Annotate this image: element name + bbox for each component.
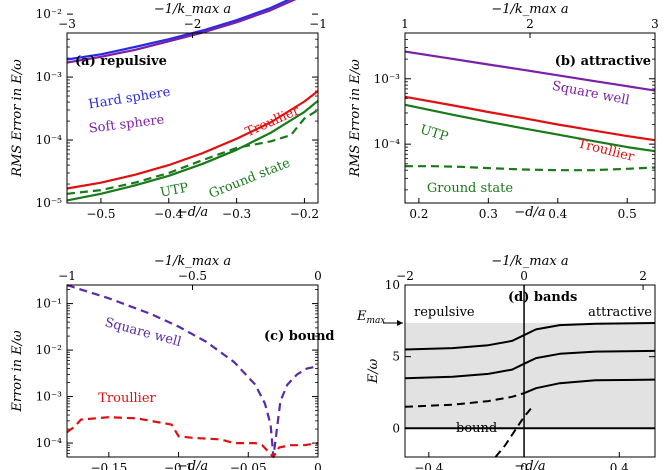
label-attractive: attractive: [588, 305, 652, 320]
x-tick-label: −0.05: [230, 461, 267, 470]
y-tick-label: 10⁻²: [36, 7, 63, 21]
top-tick-label: −2: [184, 17, 202, 31]
y-tick-label: 10⁻¹: [36, 297, 62, 311]
x-tick-label: −0.2: [290, 207, 319, 221]
x-axis-label: −d/a: [177, 205, 208, 220]
y-tick-label: 10⁻⁴: [36, 436, 63, 450]
emax-arrowhead: [397, 319, 403, 326]
emax-subscript: max: [367, 316, 386, 326]
series-line-hard-sphere: [66, 0, 291, 61]
top-tick-label: −2: [396, 269, 414, 283]
x-axis-label: −d/a: [177, 459, 208, 470]
series-line-curve-4: [523, 378, 656, 395]
top-tick-label: 2: [526, 17, 534, 31]
panel-b: [404, 32, 656, 204]
x-tick-label: −0.3: [222, 207, 251, 221]
panel-title-a: (a) repulsive: [75, 54, 167, 69]
plot-frame: [66, 284, 319, 458]
top-tick-label: −3: [58, 17, 76, 31]
top-axis-label: −1/k_max a: [154, 254, 231, 269]
y-tick-label: 10⁻²: [36, 343, 63, 357]
label-repulsive: repulsive: [414, 305, 475, 320]
y-axis-label: RMS Error in E/ω: [10, 59, 25, 178]
y-axis-label: E/ω: [366, 358, 381, 384]
y-tick-label: 10⁻⁵: [36, 196, 63, 210]
plot-frame: [404, 284, 656, 458]
series-line-troullier: [66, 90, 319, 190]
series-line-troullier: [404, 95, 656, 142]
y-tick-label: 10⁻³: [374, 72, 401, 86]
x-tick-label: 0.4: [548, 207, 567, 221]
series-line-curve-3: [404, 392, 525, 408]
panel-title-b: (b) attractive: [555, 54, 651, 69]
top-tick-label: −0.5: [178, 269, 207, 283]
top-axis-label: −1/k_max a: [491, 254, 568, 269]
y-tick-label: 10: [385, 278, 400, 292]
label-ground-state-b: Ground state: [427, 181, 513, 196]
series-line-ground-state: [66, 109, 319, 195]
x-tick-label: 0.5: [618, 207, 637, 221]
top-axis-label: −1/k_max a: [154, 2, 231, 17]
x-axis-label: −d/a: [514, 459, 545, 470]
band-shading: [405, 322, 655, 429]
top-tick-label: −1: [58, 269, 76, 283]
top-tick-label: −1: [309, 17, 327, 31]
x-tick-label: −0.4: [414, 461, 444, 470]
y-tick-label: 0: [392, 421, 400, 435]
series-line-utp: [404, 103, 656, 153]
series-line-ground-state: [405, 165, 656, 172]
top-tick-label: 0: [314, 269, 322, 283]
panel-c: [66, 284, 319, 459]
top-tick-label: 3: [651, 17, 659, 31]
label-bound: bound: [456, 421, 497, 436]
label-troullier-c: Troullier: [98, 391, 156, 406]
x-tick-label: −0.15: [90, 461, 127, 470]
x-tick-label: −0.4: [154, 207, 184, 221]
series-line-square-well: [404, 50, 656, 92]
panel-title-c: (c) bound: [264, 329, 335, 344]
x-tick-label: −0.5: [86, 207, 115, 221]
label-utp-a: UTP: [159, 180, 190, 200]
x-tick-label: 0.4: [610, 461, 629, 470]
panel-a: [66, 0, 319, 204]
x-tick-label: 0: [520, 461, 528, 470]
series-line-curve-5: [494, 407, 532, 458]
x-axis-label: −d/a: [514, 205, 545, 220]
label-troullier-a: Troullier: [243, 103, 302, 140]
label-square-well-b: Square well: [551, 79, 631, 109]
label-hard-sphere: Hard sphere: [87, 85, 171, 113]
label-utp-b: UTP: [418, 122, 450, 145]
top-axis-label: −1/k_max a: [491, 2, 568, 17]
x-tick-label: 0.2: [409, 207, 428, 221]
top-tick-label: 0: [520, 269, 528, 283]
y-tick-label: 10⁻⁴: [374, 137, 401, 151]
label-ground-state-a: Ground state: [207, 156, 293, 202]
top-tick-label: 1: [401, 17, 409, 31]
label-troullier-b: Troullier: [576, 136, 636, 165]
y-tick-label: 10⁻³: [36, 390, 63, 404]
y-tick-label: 10⁻⁴: [36, 133, 63, 147]
series-line-troullier: [66, 416, 319, 459]
y-axis-label: RMS Error in E/ω: [348, 59, 363, 178]
x-tick-label: 0.3: [479, 207, 498, 221]
series-line-square-well: [66, 284, 319, 459]
top-tick-label: 2: [639, 269, 647, 283]
label-soft-sphere: Soft sphere: [88, 112, 165, 136]
x-tick-label: −0.1: [164, 461, 193, 470]
x-tick-label: 0: [314, 461, 322, 470]
y-tick-label: 5: [392, 350, 400, 364]
panel-title-d: (d) bands: [508, 290, 577, 305]
emax-label: Emax: [356, 309, 385, 326]
y-axis-label: Error in E/ω: [10, 330, 25, 413]
label-square-well-c: Square well: [103, 315, 183, 350]
series-line-utp: [66, 99, 319, 202]
y-tick-label: 10⁻³: [36, 70, 63, 84]
